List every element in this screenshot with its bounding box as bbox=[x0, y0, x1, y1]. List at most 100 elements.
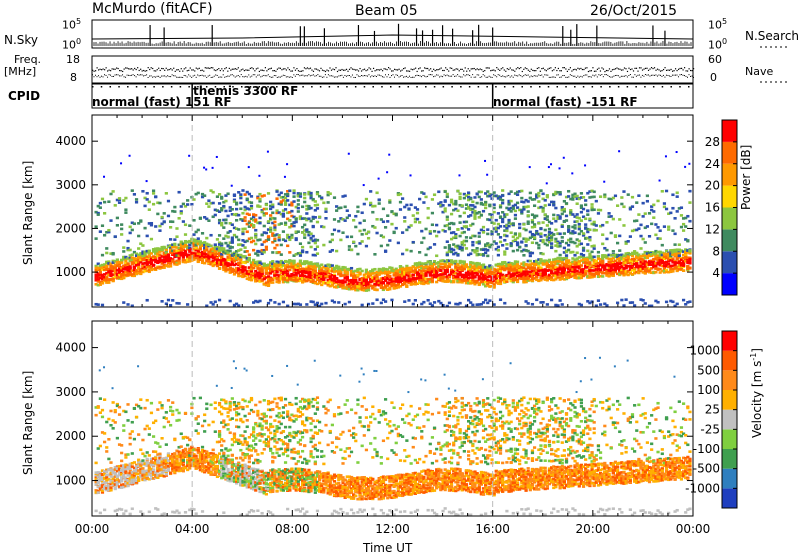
cpid-dot bbox=[662, 86, 664, 88]
freq-dot bbox=[124, 68, 125, 69]
scatter-cell bbox=[301, 205, 304, 208]
nave-dot bbox=[139, 75, 140, 76]
freq-dot bbox=[393, 70, 394, 71]
nave-dot bbox=[571, 75, 572, 76]
scatter-cell bbox=[456, 254, 459, 257]
scatter-cell bbox=[471, 241, 474, 244]
nave-dot bbox=[403, 77, 404, 78]
freq-dot bbox=[627, 71, 628, 72]
nave-dot bbox=[125, 77, 126, 78]
scatter-cell bbox=[463, 231, 466, 234]
freq-dot bbox=[139, 70, 140, 71]
nave-dot bbox=[547, 75, 548, 76]
nave-dot bbox=[253, 74, 254, 75]
freq-dot bbox=[356, 69, 357, 70]
scatter-cell bbox=[305, 251, 308, 254]
scatter-cell bbox=[124, 197, 127, 200]
nave-dot bbox=[643, 76, 644, 77]
scatter-cell bbox=[412, 303, 415, 306]
scatter-cell bbox=[375, 191, 378, 194]
scatter-cell bbox=[350, 248, 353, 251]
nave-dot bbox=[254, 74, 255, 75]
nave-dot bbox=[200, 75, 201, 76]
cpid-dot bbox=[127, 86, 129, 88]
nave-dot bbox=[194, 75, 195, 76]
scatter-cell bbox=[437, 231, 440, 234]
freq-dot bbox=[103, 68, 104, 69]
scatter-cell bbox=[448, 265, 451, 268]
freq-dot bbox=[502, 67, 503, 68]
scatter-cell bbox=[420, 230, 423, 233]
freq-dot bbox=[516, 68, 517, 69]
scatter-cell bbox=[273, 247, 276, 250]
nave-dot bbox=[619, 77, 620, 78]
nave-dot bbox=[320, 76, 321, 77]
nave-dot bbox=[280, 77, 281, 78]
freq-dot bbox=[208, 67, 209, 68]
scatter-cell bbox=[241, 244, 244, 247]
scatter-cell bbox=[427, 217, 430, 220]
scatter-cell bbox=[316, 193, 319, 196]
scatter-cell bbox=[303, 193, 306, 196]
freq-dot bbox=[319, 70, 320, 71]
freq-dot bbox=[534, 70, 535, 71]
freq-dot bbox=[435, 70, 436, 71]
scatter-cell bbox=[99, 202, 102, 205]
scatter-cell bbox=[218, 193, 221, 196]
freq-dot bbox=[565, 68, 566, 69]
scatter-cell bbox=[386, 244, 389, 247]
scatter-cell bbox=[473, 217, 476, 220]
freq-dot bbox=[432, 71, 433, 72]
nave-dot bbox=[244, 76, 245, 77]
freq-dot bbox=[451, 68, 452, 69]
nave-dot bbox=[127, 75, 128, 76]
freq-dot bbox=[511, 69, 512, 70]
nave-dot bbox=[211, 77, 212, 78]
nave-dot bbox=[499, 75, 500, 76]
scatter-cell bbox=[250, 207, 253, 210]
nave-dot bbox=[337, 76, 338, 77]
freq-dot bbox=[510, 67, 511, 68]
scatter-cell bbox=[212, 303, 215, 306]
nave-dot bbox=[208, 76, 209, 77]
nave-dot bbox=[188, 74, 189, 75]
freq-dot bbox=[517, 67, 518, 68]
scatter-cell bbox=[378, 178, 380, 180]
freq-dot bbox=[181, 68, 182, 69]
scatter-cell bbox=[137, 263, 140, 266]
scatter-cell bbox=[241, 233, 244, 236]
freq-dot bbox=[681, 68, 682, 69]
freq-dot bbox=[310, 68, 311, 69]
scatter-cell bbox=[495, 219, 498, 222]
scatter-cell bbox=[267, 151, 269, 153]
nave-dot bbox=[544, 74, 545, 75]
nave-dot bbox=[640, 77, 641, 78]
scatter-cell bbox=[346, 216, 349, 219]
scatter-cell bbox=[209, 234, 212, 237]
freq-dot bbox=[445, 67, 446, 68]
nave-dot bbox=[340, 75, 341, 76]
scatter-cell bbox=[103, 234, 106, 237]
nave-dot bbox=[107, 77, 108, 78]
scatter-cell bbox=[473, 206, 476, 209]
nave-dot bbox=[636, 76, 637, 77]
nave-dot bbox=[634, 74, 635, 75]
freq-dot bbox=[125, 67, 126, 68]
nave-dot bbox=[257, 75, 258, 76]
nave-dot bbox=[436, 74, 437, 75]
freq-dot bbox=[402, 70, 403, 71]
scatter-cell bbox=[292, 225, 295, 228]
freq-dot bbox=[459, 70, 460, 71]
freq-dot bbox=[167, 69, 168, 70]
cpid-dot bbox=[425, 86, 427, 88]
scatter-cell bbox=[469, 198, 472, 201]
scatter-cell bbox=[182, 220, 185, 223]
nave-dot bbox=[203, 75, 204, 76]
nave-dot bbox=[296, 74, 297, 75]
cpid-dot bbox=[504, 86, 506, 88]
nave-dot bbox=[248, 74, 249, 75]
scatter-cell bbox=[369, 202, 372, 205]
freq-dot bbox=[229, 68, 230, 69]
scatter-cell bbox=[446, 253, 449, 256]
scatter-cell bbox=[184, 233, 187, 236]
